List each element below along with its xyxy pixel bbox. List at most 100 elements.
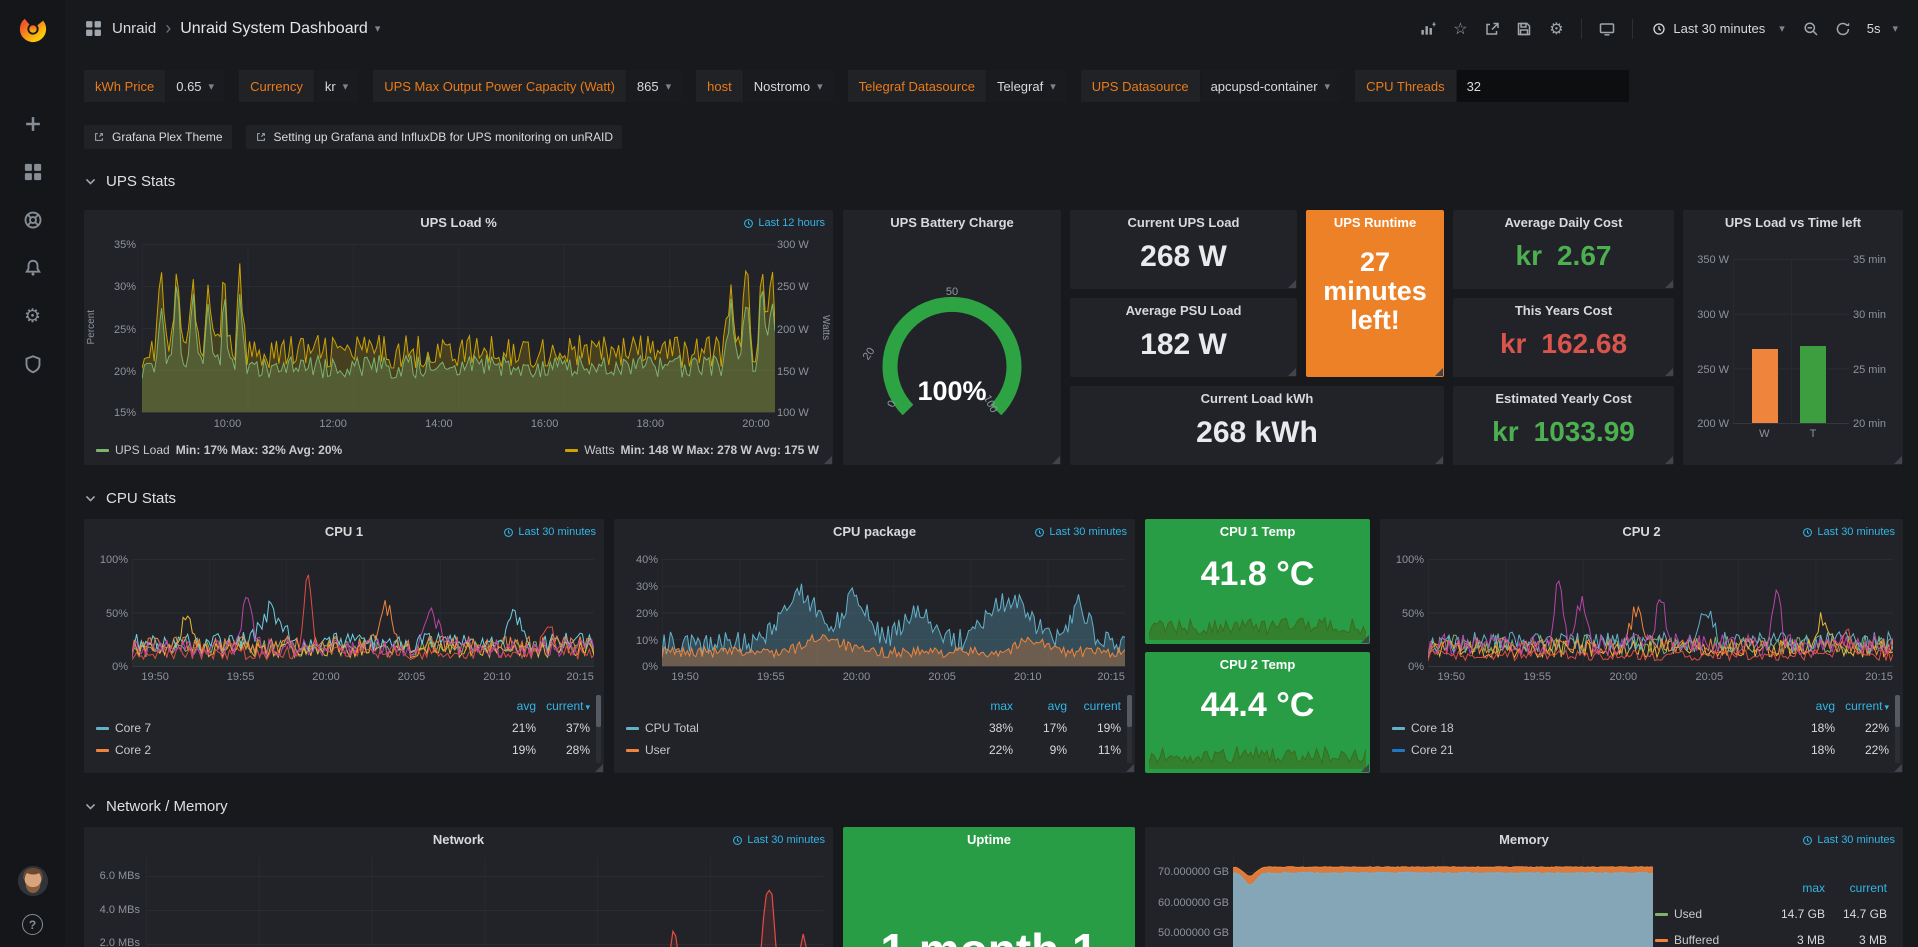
variable-value[interactable]: apcupsd-container ▾ xyxy=(1200,70,1341,102)
chart-plot[interactable] xyxy=(1733,259,1849,424)
dashboard-title[interactable]: Unraid System Dashboard xyxy=(180,19,368,37)
chart-plot[interactable] xyxy=(142,244,775,413)
legend-col-header[interactable]: avg xyxy=(1815,699,1835,713)
panel-title[interactable]: This Years Cost xyxy=(1514,303,1613,318)
chart-plot[interactable] xyxy=(132,559,594,667)
panel-title[interactable]: Current UPS Load xyxy=(1127,215,1240,230)
legend-series[interactable]: Used xyxy=(1655,907,1763,921)
user-avatar[interactable] xyxy=(17,866,48,896)
panel-title[interactable]: Estimated Yearly Cost xyxy=(1495,391,1632,406)
panel-time-range[interactable]: Last 30 minutes xyxy=(732,834,825,846)
chart-plot[interactable] xyxy=(662,559,1125,667)
legend-series[interactable]: Buffered xyxy=(1655,933,1763,947)
link-ups-monitoring-guide[interactable]: Setting up Grafana and InfluxDB for UPS … xyxy=(245,125,623,149)
panel-title[interactable]: UPS Load vs Time left xyxy=(1724,215,1862,230)
bar-ups-load[interactable] xyxy=(1751,349,1778,423)
section-network-memory[interactable]: Network / Memory xyxy=(84,798,228,815)
resize-handle[interactable] xyxy=(1665,456,1673,464)
chart-plot[interactable] xyxy=(146,857,823,947)
resize-handle[interactable] xyxy=(1361,635,1369,643)
legend-series[interactable]: Core 2 xyxy=(96,743,482,757)
section-ups-stats[interactable]: UPS Stats xyxy=(84,173,175,190)
legend-series[interactable]: Watts Min: 148 W Max: 278 W Avg: 175 W xyxy=(565,440,819,460)
panel-title[interactable]: CPU 1 xyxy=(324,524,364,539)
panel-title[interactable]: Uptime xyxy=(966,832,1012,847)
star-button[interactable]: ☆ xyxy=(1453,20,1468,38)
grafana-logo[interactable] xyxy=(18,0,48,57)
breadcrumb-root[interactable]: Unraid xyxy=(112,20,157,37)
resize-handle[interactable] xyxy=(595,764,603,772)
variable-value[interactable]: Telegraf ▾ xyxy=(986,70,1066,102)
legend-col-header[interactable]: current xyxy=(1083,699,1121,713)
section-cpu-stats[interactable]: CPU Stats xyxy=(84,490,176,507)
panel-title[interactable]: Memory xyxy=(1499,832,1549,847)
legend-series[interactable]: Core 18 xyxy=(1392,721,1781,735)
panel-title[interactable]: CPU 1 Temp xyxy=(1219,524,1296,539)
scrollbar-thumb[interactable] xyxy=(596,695,601,727)
resize-handle[interactable] xyxy=(1288,280,1296,288)
dashboard-grid-icon[interactable] xyxy=(85,20,102,37)
resize-handle[interactable] xyxy=(1894,456,1902,464)
configuration-gear-icon[interactable]: ⚙ xyxy=(23,305,42,327)
variable-value[interactable]: 865 ▾ xyxy=(626,70,682,102)
bar-time-left[interactable] xyxy=(1800,345,1827,423)
panel-title[interactable]: CPU 2 xyxy=(1622,524,1661,539)
legend-series[interactable]: CPU Total xyxy=(626,721,959,735)
scrollbar-thumb[interactable] xyxy=(1127,695,1132,727)
panel-time-range[interactable]: Last 12 hours xyxy=(743,217,825,229)
explore-compass-icon[interactable] xyxy=(22,209,44,231)
panel-title[interactable]: CPU 2 Temp xyxy=(1219,657,1296,672)
resize-handle[interactable] xyxy=(1894,764,1902,772)
panel-time-range[interactable]: Last 30 minutes xyxy=(503,526,596,538)
legend-series[interactable]: Core 7 xyxy=(96,721,482,735)
panel-title[interactable]: UPS Battery Charge xyxy=(890,215,1014,230)
create-plus-icon[interactable] xyxy=(22,113,44,135)
legend-col-header[interactable]: avg xyxy=(516,699,536,713)
resize-handle[interactable] xyxy=(1052,456,1060,464)
refresh-button[interactable] xyxy=(1829,15,1857,43)
legend-col-header[interactable]: max xyxy=(1802,881,1825,895)
panel-title[interactable]: Current Load kWh xyxy=(1200,391,1314,406)
legend-col-header[interactable]: current xyxy=(1849,881,1887,895)
resize-handle[interactable] xyxy=(824,456,832,464)
help-icon[interactable]: ? xyxy=(22,914,43,935)
refresh-interval-dropdown[interactable]: 5s ▾ xyxy=(1861,15,1904,43)
variable-telegraf-datasource[interactable]: Telegraf Datasource Telegraf ▾ xyxy=(847,70,1066,102)
legend-series[interactable]: UPS Load Min: 17% Max: 32% Avg: 20% xyxy=(96,440,342,460)
variable-kwh-price[interactable]: kWh Price 0.65 ▾ xyxy=(84,70,225,102)
resize-handle[interactable] xyxy=(1665,368,1673,376)
share-button[interactable] xyxy=(1478,15,1506,43)
tv-mode-button[interactable] xyxy=(1593,15,1621,43)
title-caret-icon[interactable]: ▾ xyxy=(374,23,381,35)
resize-handle[interactable] xyxy=(1435,456,1443,464)
time-picker[interactable]: Last 30 minutes ▾ xyxy=(1644,15,1792,43)
resize-handle[interactable] xyxy=(1126,764,1134,772)
variable-value[interactable]: Nostromo ▾ xyxy=(743,70,833,102)
variable-ups-datasource[interactable]: UPS Datasource apcupsd-container ▾ xyxy=(1080,70,1341,102)
dashboards-icon[interactable] xyxy=(22,161,44,183)
cpu-threads-input[interactable] xyxy=(1456,70,1629,102)
resize-handle[interactable] xyxy=(1435,368,1443,376)
legend-col-header[interactable]: max xyxy=(990,699,1013,713)
alerting-bell-icon[interactable] xyxy=(22,257,44,279)
link-grafana-plex-theme[interactable]: Grafana Plex Theme xyxy=(84,125,232,149)
add-panel-button[interactable] xyxy=(1414,15,1442,43)
zoom-out-button[interactable] xyxy=(1797,15,1825,43)
chart-plot[interactable] xyxy=(1233,857,1653,947)
chart-plot[interactable] xyxy=(1428,559,1893,667)
legend-col-header[interactable]: avg xyxy=(1047,699,1067,713)
variable-host[interactable]: host Nostromo ▾ xyxy=(696,70,833,102)
resize-handle[interactable] xyxy=(1361,764,1369,772)
panel-title[interactable]: Network xyxy=(432,832,485,847)
settings-gear-button[interactable]: ⚙ xyxy=(1549,20,1564,38)
panel-title[interactable]: UPS Load % xyxy=(420,215,497,230)
admin-shield-icon[interactable] xyxy=(22,353,44,375)
panel-title[interactable]: Average Daily Cost xyxy=(1504,215,1623,230)
variable-value[interactable]: 0.65 ▾ xyxy=(166,70,225,102)
panel-time-range[interactable]: Last 30 minutes xyxy=(1034,526,1127,538)
variable-ups-max-power[interactable]: UPS Max Output Power Capacity (Watt) 865… xyxy=(373,70,682,102)
save-button[interactable] xyxy=(1510,15,1538,43)
resize-handle[interactable] xyxy=(1288,368,1296,376)
variable-currency[interactable]: Currency kr ▾ xyxy=(239,70,359,102)
resize-handle[interactable] xyxy=(1665,280,1673,288)
